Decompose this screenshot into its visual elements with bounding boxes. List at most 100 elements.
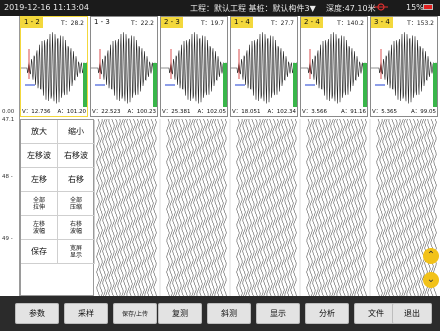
- move-left-button[interactable]: 左移: [21, 168, 58, 192]
- waterfall-trace: [111, 119, 115, 296]
- amplitude-right-button[interactable]: 右移 波幅: [58, 216, 95, 240]
- waterfall-trace: [217, 119, 221, 296]
- velocity-value: V：22.523: [92, 109, 121, 115]
- velocity-value: V：5.365: [372, 109, 398, 115]
- project-selector[interactable]: 工程：默认工程 基桩：默认构件3▼: [190, 4, 316, 13]
- waterfall-trace: [202, 119, 206, 296]
- waterfall-trace: [144, 119, 148, 296]
- depth-tick: 0.00: [2, 109, 15, 115]
- waterfall-trace: [324, 119, 328, 296]
- depth-tick: 48 -: [2, 174, 13, 180]
- waterfall-column: [229, 119, 297, 296]
- oblique-test-button[interactable]: 斜测: [207, 303, 251, 324]
- waterfall-trace: [312, 119, 316, 296]
- waterfall-column: [299, 119, 367, 296]
- connection-icon: [374, 2, 388, 14]
- stretch-all-button[interactable]: 全部 拉伸: [21, 192, 58, 216]
- waveform-panel[interactable]: 1 - 2 T：28.2 V：12.736 A：101.20: [20, 16, 88, 117]
- zoom-in-button[interactable]: 放大: [21, 120, 58, 144]
- waterfall-trace: [342, 119, 346, 296]
- waterfall-trace: [257, 119, 261, 296]
- shift-wave-left-button[interactable]: 左移波: [21, 144, 58, 168]
- waterfall-trace: [433, 119, 437, 296]
- waterfall-trace: [415, 119, 419, 296]
- main-screen: 0.00 47.1 48 - 49 - 1 - 2 T：28.2 V：12.73…: [0, 16, 440, 296]
- channel-label: 1 - 4: [231, 17, 253, 28]
- amplitude-value: A：100.23: [127, 109, 156, 115]
- waterfall-trace: [409, 119, 413, 296]
- waterfall-trace: [309, 119, 313, 296]
- waterfall-trace: [357, 119, 361, 296]
- waterfall-trace: [141, 119, 145, 296]
- waterfall-trace: [196, 119, 200, 296]
- move-right-button[interactable]: 右移: [58, 168, 95, 192]
- status-bar: 2019-12-16 11:13:04 工程：默认工程 基桩：默认构件3▼ 深度…: [0, 0, 440, 16]
- waveform-panel[interactable]: 1 - 3 T：22.2 V：22.523 A：100.23: [90, 16, 158, 117]
- zoom-out-button[interactable]: 缩小: [58, 120, 95, 144]
- save-button[interactable]: 保存: [21, 240, 58, 264]
- waveform-panel[interactable]: 1 - 4 T：27.7 V：18.051 A：102.34: [230, 16, 298, 117]
- waterfall-trace: [400, 119, 404, 296]
- amplitude-left-button[interactable]: 左移 波幅: [21, 216, 58, 240]
- waterfall-trace: [315, 119, 319, 296]
- waterfall-trace: [327, 119, 331, 296]
- waterfall-trace: [126, 119, 130, 296]
- waveform-panel[interactable]: 3 - 4 T：153.2 V：5.365 A：99.05: [370, 16, 438, 117]
- waveform-plot: [301, 32, 367, 107]
- channel-label: 2 - 3: [161, 17, 183, 28]
- compress-all-button[interactable]: 全部 压缩: [58, 192, 95, 216]
- depth-readout: 深度:47.10米: [326, 4, 376, 13]
- waterfall-trace: [150, 119, 154, 296]
- waterfall-trace: [169, 119, 173, 296]
- waterfall-trace: [147, 119, 151, 296]
- save-upload-button[interactable]: 保存/上传: [113, 303, 157, 324]
- amplitude-bar: [363, 63, 367, 107]
- waveform-trace: [21, 32, 87, 104]
- waterfall-trace: [290, 119, 294, 296]
- datetime: 2019-12-16 11:13:04: [4, 3, 89, 12]
- depth-tick: 47.1: [2, 117, 15, 123]
- waterfall-trace: [132, 119, 136, 296]
- amplitude-value: A：102.05: [197, 109, 226, 115]
- amplitude-bar: [153, 63, 157, 107]
- time-value: T：153.2: [407, 20, 434, 27]
- waveform-panel[interactable]: 2 - 3 T：19.7 V：25.381 A：102.05: [160, 16, 228, 117]
- waterfall-trace: [105, 119, 109, 296]
- amplitude-bar: [223, 63, 227, 107]
- waterfall-trace: [382, 119, 386, 296]
- waterfall-trace: [275, 119, 279, 296]
- retest-button[interactable]: 复测: [158, 303, 202, 324]
- display-button[interactable]: 显示: [256, 303, 300, 324]
- waterfall-trace: [187, 119, 191, 296]
- widescreen-button[interactable]: 宽屏 显示: [58, 240, 95, 264]
- shift-wave-right-button[interactable]: 右移波: [58, 144, 95, 168]
- waveform-panel[interactable]: 2 - 4 T：140.2 V：3.566 A：91.16: [300, 16, 368, 117]
- waterfall-trace: [260, 119, 264, 296]
- time-value: T：140.2: [337, 20, 364, 27]
- waterfall-trace: [102, 119, 106, 296]
- analysis-button[interactable]: 分析: [305, 303, 349, 324]
- exit-button[interactable]: 退出: [392, 303, 432, 324]
- waterfall-trace: [336, 119, 340, 296]
- sample-button[interactable]: 采样: [64, 303, 108, 324]
- waterfall-trace: [391, 119, 395, 296]
- waterfall-trace: [190, 119, 194, 296]
- waterfall-trace: [138, 119, 142, 296]
- depth-tick: 49 -: [2, 236, 13, 242]
- waterfall-trace: [214, 119, 218, 296]
- waterfall-trace: [281, 119, 285, 296]
- waterfall-trace: [184, 119, 188, 296]
- waterfall-trace: [376, 119, 380, 296]
- waterfall-trace: [117, 119, 121, 296]
- waterfall-trace: [388, 119, 392, 296]
- scroll-up-button[interactable]: ⌃: [423, 248, 439, 264]
- waterfall-column: [369, 119, 437, 296]
- waterfall-trace: [129, 119, 133, 296]
- waterfall-trace: [333, 119, 337, 296]
- waterfall-trace: [135, 119, 139, 296]
- waterfall-trace: [123, 119, 127, 296]
- scroll-down-button[interactable]: ⌄: [423, 272, 439, 288]
- params-button[interactable]: 参数: [15, 303, 59, 324]
- battery-percent: 15%: [406, 3, 424, 12]
- waterfall-trace: [421, 119, 425, 296]
